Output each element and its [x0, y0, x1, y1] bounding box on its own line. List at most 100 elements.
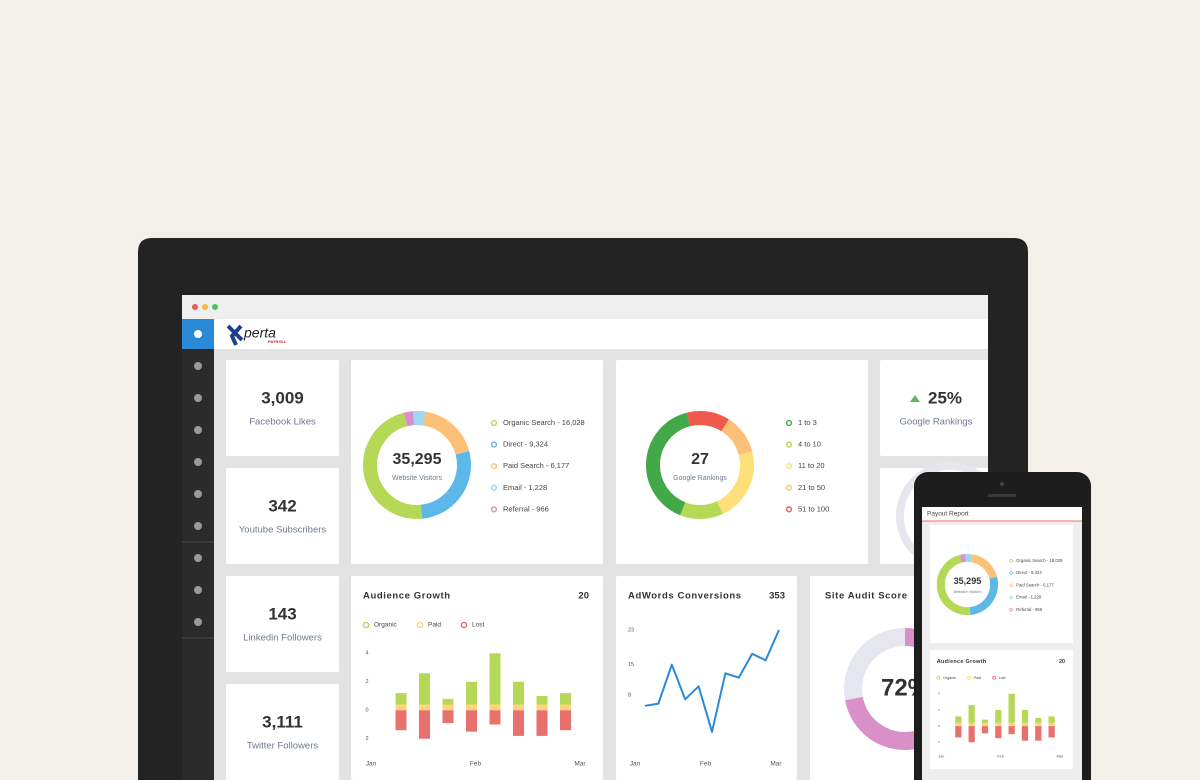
stat-label: Youtube Subscribers: [239, 525, 327, 536]
bar-paid: [1021, 722, 1029, 727]
x-tick-label: Jan: [366, 761, 377, 768]
legend-label: Email - 1,228: [503, 483, 547, 492]
y-tick-label: 2: [365, 679, 368, 685]
sidebar-icon[interactable]: [194, 554, 202, 562]
legend-label: 1 to 3: [798, 418, 817, 427]
sidebar-icon[interactable]: [194, 458, 202, 466]
bar-lost: [419, 710, 430, 739]
legend-label: Referral - 966: [1016, 607, 1043, 612]
y-tick-label: 0: [365, 708, 368, 714]
legend-swatch: [1009, 583, 1013, 587]
legend-swatch: [490, 419, 498, 427]
phone-camera: [1000, 482, 1004, 486]
x-tick-label: Feb: [997, 755, 1003, 759]
y-tick-label: 4: [938, 692, 940, 696]
y-tick-label: 8: [628, 692, 631, 698]
legend-swatch: [785, 463, 793, 470]
sidebar-icon[interactable]: [194, 618, 202, 626]
card-total: 20: [1059, 659, 1065, 665]
donut-label: Google Rankings: [673, 475, 727, 482]
logo-text: perta: [243, 325, 276, 341]
card-bg: [226, 576, 339, 672]
legend-label: Referral - 966: [503, 504, 549, 513]
card: 342 Youtube Subscribers: [226, 468, 339, 564]
card-bg: [880, 360, 988, 456]
bar-lost: [560, 710, 571, 731]
x-tick-label: Feb: [700, 761, 712, 768]
trend-arrow: [910, 395, 920, 402]
bar-lost: [1035, 726, 1042, 741]
y-tick-label: 23: [628, 627, 634, 633]
bar-paid: [995, 722, 1002, 727]
bar-organic: [442, 698, 454, 705]
legend-swatch: [785, 441, 793, 448]
stat-label: Linkedin Followers: [243, 633, 322, 644]
y-tick-label: 15: [628, 662, 634, 668]
card-total: 353: [769, 591, 785, 602]
legend-label: 11 to 20: [798, 461, 825, 470]
legend-label: Organic: [374, 622, 398, 629]
legend-swatch: [1009, 607, 1013, 612]
stat-value: 25%: [928, 388, 962, 407]
bar-paid: [1048, 722, 1055, 727]
legend-label: 4 to 10: [798, 440, 821, 449]
sidebar-icon[interactable]: [194, 394, 202, 402]
y-tick-label: 2: [938, 740, 940, 744]
card: 25% Google Rankings: [880, 360, 988, 456]
card-title: Audience Growth: [937, 659, 987, 665]
bar-organic: [968, 705, 975, 723]
bar-lost: [513, 710, 524, 736]
bar-organic: [981, 719, 989, 723]
phone-dashboard: 35,295 Website Visitors Organic Search - 1…: [930, 525, 1073, 770]
bar-lost: [995, 726, 1002, 739]
legend-swatch: [490, 506, 498, 513]
legend-swatch: [967, 675, 971, 680]
donut-segment: [420, 450, 471, 519]
card-bg: [616, 576, 797, 780]
bar-paid: [981, 722, 989, 727]
bar-paid: [489, 704, 501, 711]
bar-organic: [995, 709, 1002, 723]
bar-paid: [536, 704, 548, 711]
sidebar: [182, 319, 214, 780]
sidebar-icon[interactable]: [194, 330, 202, 338]
sidebar-icon[interactable]: [194, 490, 202, 498]
window-dot: [202, 304, 208, 310]
card-bg: [351, 576, 603, 780]
legend-label: Organic: [943, 676, 956, 680]
donut-total: 35,295: [393, 451, 442, 468]
legend-swatch: [936, 675, 941, 680]
donut-label: Website Visitors: [392, 475, 442, 482]
stat-value: 3,111: [262, 712, 303, 731]
legend-swatch: [490, 484, 498, 491]
bar-organic: [513, 681, 524, 705]
card-title: Audience Growth: [363, 591, 451, 602]
legend-label: Lost: [999, 676, 1006, 680]
header: [214, 319, 988, 349]
card: 27 Google Rankings 1 to 3 4 to 10 11 to 20 21…: [616, 360, 868, 564]
bar-lost: [1048, 726, 1055, 738]
sidebar-icon[interactable]: [194, 522, 202, 530]
bar-paid: [442, 704, 454, 711]
donut-segment: [422, 411, 470, 455]
legend-swatch: [460, 621, 468, 629]
legend-label: Paid Search - 6,177: [503, 461, 569, 470]
screen: perta PAYROLL 3,009 Facebook Likes 342 Yout…: [182, 295, 988, 780]
bar-paid: [513, 704, 524, 711]
donut-label: Website Visitors: [953, 589, 981, 594]
sidebar-icon[interactable]: [194, 362, 202, 370]
bar-organic: [489, 653, 501, 705]
bar-organic: [1021, 709, 1029, 723]
stat-value: 342: [268, 496, 296, 515]
legend-label: Direct - 9,324: [1016, 570, 1042, 575]
bar-lost: [442, 710, 454, 724]
legend-swatch: [785, 484, 793, 491]
bar-paid: [955, 722, 962, 727]
bar-organic: [1048, 716, 1055, 723]
sidebar-icon[interactable]: [194, 426, 202, 434]
sidebar-icon[interactable]: [194, 586, 202, 594]
bar-lost: [968, 726, 975, 743]
bar-lost: [1021, 726, 1029, 741]
